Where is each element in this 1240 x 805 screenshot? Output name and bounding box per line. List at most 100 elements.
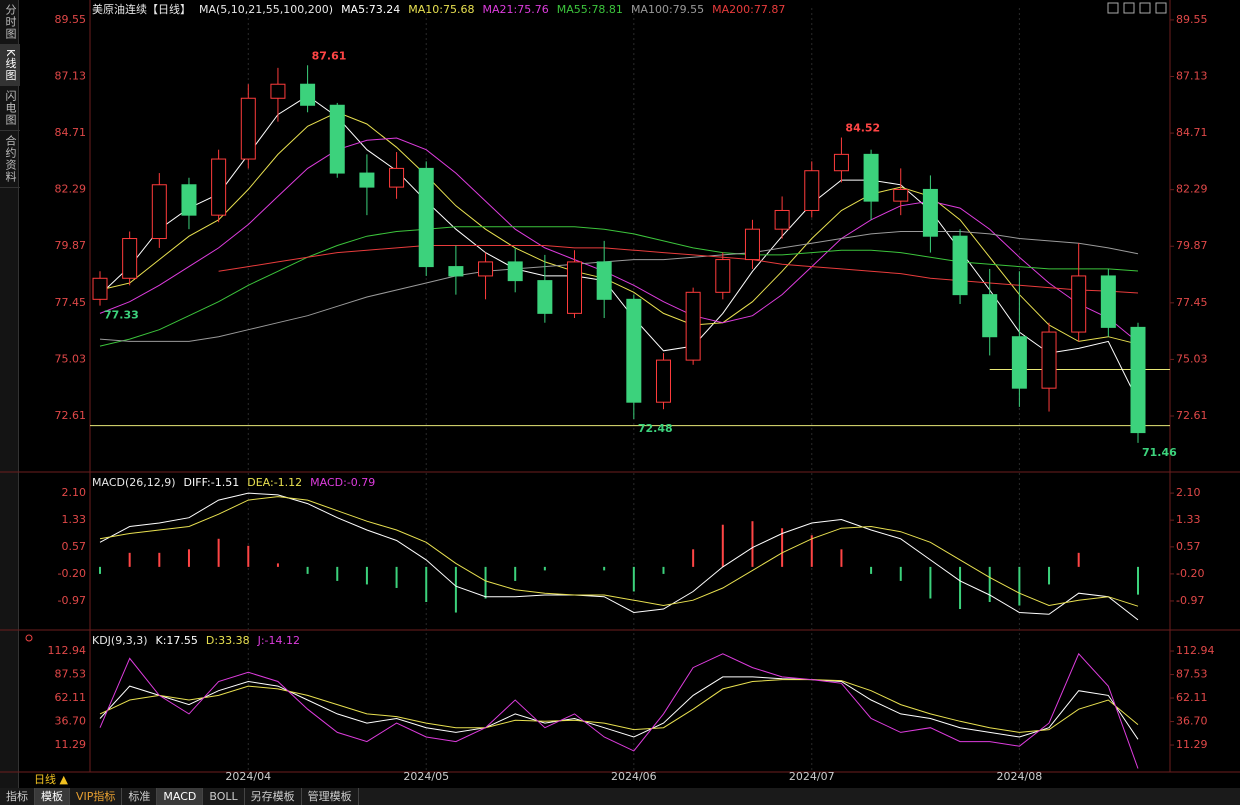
y-tick-label: 62.11 xyxy=(55,691,87,704)
y-tick-label: -0.20 xyxy=(1176,567,1204,580)
legend-text: MA55:78.81 xyxy=(557,3,623,16)
series-line xyxy=(99,679,1139,733)
period-label: 日线 ▲ xyxy=(34,772,68,786)
candle-body xyxy=(626,298,642,403)
y-tick-label: 75.03 xyxy=(55,352,87,365)
legend-text: MA21:75.76 xyxy=(483,3,549,16)
tab[interactable]: 管理模板 xyxy=(302,788,359,805)
y-tick-label: 1.33 xyxy=(62,513,87,526)
candle-body xyxy=(211,158,227,216)
y-tick-label: 112.94 xyxy=(48,644,87,657)
tab[interactable]: 另存模板 xyxy=(245,788,302,805)
y-tick-label: 77.45 xyxy=(1176,296,1208,309)
candle-body xyxy=(833,153,849,172)
y-tick-label: 87.13 xyxy=(55,70,87,83)
candle-body xyxy=(863,153,879,202)
x-tick-label: 2024/07 xyxy=(789,770,835,783)
candle-body xyxy=(122,238,138,279)
legend-text: 美原油连续【日线】 xyxy=(92,2,191,16)
candle-body xyxy=(92,277,108,300)
y-tick-label: 89.55 xyxy=(1176,13,1208,26)
y-tick-label: 87.53 xyxy=(55,668,87,681)
candle-body xyxy=(952,235,968,296)
y-tick-label: 2.10 xyxy=(1176,486,1201,499)
price-annotation: 77.33 xyxy=(104,309,139,322)
y-tick-label: -0.97 xyxy=(1176,594,1204,607)
x-tick-label: 2024/08 xyxy=(997,770,1043,783)
legend-text: KDJ(9,3,3) xyxy=(92,634,148,647)
price-annotation: 72.48 xyxy=(638,422,673,435)
y-tick-label: 0.57 xyxy=(1176,540,1201,553)
y-tick-label: 2.10 xyxy=(62,486,87,499)
y-tick-label: 0.57 xyxy=(62,540,87,553)
y-tick-label: 11.29 xyxy=(1176,738,1208,751)
legend-text: MA100:79.55 xyxy=(631,3,704,16)
chart: 2024/04 2024/05 2024/06 2024/07 2024/08 日线 ▲ 8… xyxy=(0,0,1240,786)
candle-body xyxy=(1011,336,1027,389)
tab[interactable]: 模板 xyxy=(35,788,70,805)
series-line xyxy=(99,231,1139,342)
candle-body xyxy=(359,172,375,188)
y-tick-label: 62.11 xyxy=(1176,691,1208,704)
icon[interactable] xyxy=(1123,2,1135,14)
price-annotation: 84.52 xyxy=(845,122,880,135)
toolbar-icons xyxy=(1107,2,1167,14)
candle-body xyxy=(1130,326,1146,434)
y-tick-label: 82.29 xyxy=(1176,183,1208,196)
candle-body xyxy=(418,167,434,268)
candle-body xyxy=(507,261,523,282)
candle-body xyxy=(744,228,760,261)
y-tick-label: 72.61 xyxy=(1176,409,1208,422)
price-annotation: 87.61 xyxy=(312,49,347,62)
icon[interactable] xyxy=(1107,2,1119,14)
series-line xyxy=(99,652,1139,769)
tab[interactable]: 标准 xyxy=(122,788,158,805)
sidebar-tab[interactable]: K线图 xyxy=(0,45,20,87)
y-tick-label: 77.45 xyxy=(55,296,87,309)
candle-body xyxy=(389,167,405,188)
x-tick-label: 2024/06 xyxy=(611,770,657,783)
legend-text: K:17.55 xyxy=(156,634,198,647)
candle-body xyxy=(270,83,286,99)
tab[interactable]: BOLL xyxy=(203,788,245,805)
candle-body xyxy=(300,83,316,106)
sidebar-tab[interactable]: 合约资料 xyxy=(0,131,20,189)
sidebar: 分时图 K线图 闪电图 合约资料 xyxy=(0,0,20,788)
legend-text: MA200:77.87 xyxy=(712,3,785,16)
legend-text: DEA:-1.12 xyxy=(247,476,302,489)
legend-text: MA10:75.68 xyxy=(408,3,474,16)
x-tick-label: 2024/04 xyxy=(225,770,271,783)
y-tick-label: 87.53 xyxy=(1176,668,1208,681)
candle-body xyxy=(537,280,553,314)
y-tick-label: 112.94 xyxy=(1176,644,1215,657)
candle-body xyxy=(1041,331,1057,389)
sidebar-tab[interactable]: 闪电图 xyxy=(0,86,20,132)
candle-body xyxy=(151,184,167,240)
series-line xyxy=(99,492,1139,621)
y-tick-label: 75.03 xyxy=(1176,352,1208,365)
series-line xyxy=(99,137,1139,343)
candle-body xyxy=(774,209,790,230)
tab[interactable]: VIP指标 xyxy=(70,788,123,805)
legend-text: MACD:-0.79 xyxy=(310,476,375,489)
candle-body xyxy=(685,291,701,361)
candle-body xyxy=(478,261,494,277)
icon[interactable] xyxy=(1139,2,1151,14)
y-tick-label: 11.29 xyxy=(55,738,87,751)
legend-text: D:33.38 xyxy=(206,634,250,647)
tab[interactable]: 指标 xyxy=(0,788,35,805)
candle-body xyxy=(893,188,909,202)
candle-body xyxy=(715,259,731,293)
settings-dot[interactable] xyxy=(25,634,33,642)
y-tick-label: -0.97 xyxy=(58,594,86,607)
tab[interactable]: MACD xyxy=(157,788,204,805)
icon[interactable] xyxy=(1155,2,1167,14)
series-line xyxy=(99,496,1139,607)
series-line xyxy=(218,245,1139,294)
sidebar-tab[interactable]: 分时图 xyxy=(0,0,20,45)
y-tick-label: 79.87 xyxy=(1176,239,1208,252)
x-tick-label: 2024/05 xyxy=(403,770,449,783)
y-tick-label: 84.71 xyxy=(55,126,87,139)
legend-text: MA(5,10,21,55,100,200) xyxy=(199,3,333,16)
